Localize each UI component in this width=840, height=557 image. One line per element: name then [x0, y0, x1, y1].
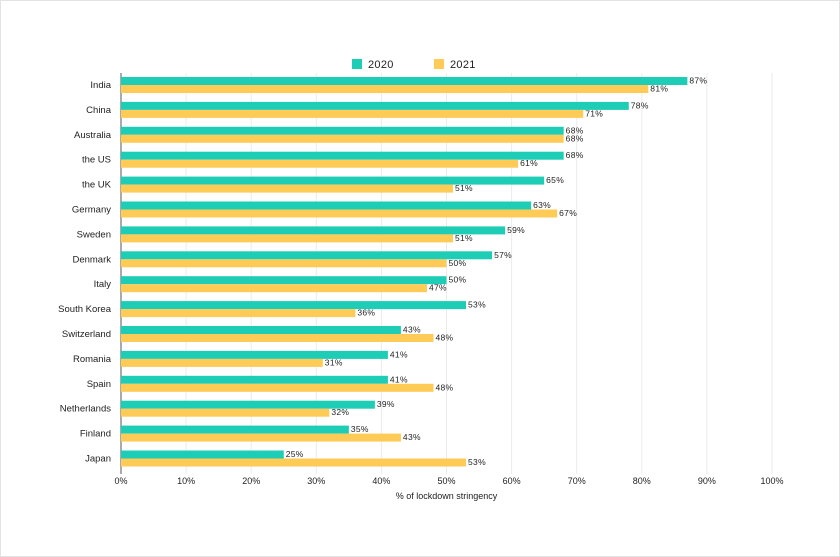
x-tick-label: 90% [698, 476, 716, 486]
category-label: India [90, 80, 111, 91]
data-label-2021: 61% [520, 158, 538, 168]
x-tick-label: 80% [633, 476, 651, 486]
category-label: the US [82, 155, 111, 166]
bar-2021 [121, 408, 330, 417]
x-tick-label: 20% [242, 476, 260, 486]
data-label-2021: 53% [468, 457, 486, 467]
category-label: Sweden [77, 229, 111, 240]
bar-2020 [121, 450, 284, 459]
bar-2021 [121, 109, 584, 118]
x-tick-label: 30% [307, 476, 325, 486]
data-label-2021: 51% [455, 183, 473, 193]
data-label-2020: 41% [390, 349, 408, 359]
data-label-2020: 63% [533, 200, 551, 210]
bar-2020 [121, 425, 349, 434]
x-tick-label: 70% [568, 476, 586, 486]
data-label-2020: 57% [494, 250, 512, 260]
category-label: the UK [82, 180, 112, 191]
category-label: Australia [74, 130, 112, 141]
bar-2021 [121, 134, 564, 143]
data-label-2020: 39% [377, 399, 395, 409]
bar-2020 [121, 151, 564, 160]
data-label-2020: 53% [468, 300, 486, 310]
bar-2020 [121, 375, 388, 384]
bar-2020 [121, 176, 545, 185]
bar-2021 [121, 184, 454, 193]
data-label-2021: 31% [325, 357, 343, 367]
data-label-2021: 81% [650, 84, 668, 94]
data-label-2020: 25% [286, 449, 304, 459]
legend-label-2020: 2020 [368, 59, 394, 71]
category-label: Finland [80, 429, 111, 440]
bar-2020 [121, 226, 506, 235]
x-tick-label: 10% [177, 476, 195, 486]
legend-swatch-2021 [434, 59, 444, 69]
bar-2021 [121, 284, 427, 293]
bar-2021 [121, 433, 401, 442]
data-label-2021: 51% [455, 233, 473, 243]
bar-2021 [121, 85, 649, 93]
data-label-2020: 50% [449, 275, 467, 285]
bar-2020 [121, 251, 493, 260]
data-label-2021: 50% [449, 258, 467, 268]
bar-2021 [121, 458, 467, 467]
category-label: Italy [94, 279, 112, 290]
bar-2020 [121, 126, 564, 135]
bar-2020 [121, 276, 447, 285]
bar-2020 [121, 77, 688, 85]
legend-swatch-2020 [352, 59, 362, 69]
data-label-2020: 43% [403, 325, 421, 335]
bar-2020 [121, 326, 401, 334]
category-label: Denmark [72, 254, 111, 265]
data-label-2020: 78% [631, 100, 649, 110]
data-label-2020: 65% [546, 175, 564, 185]
x-axis-title: % of lockdown stringency [396, 491, 498, 501]
bar-2021 [121, 209, 558, 218]
x-tick-label: 50% [437, 476, 455, 486]
bar-2020 [121, 201, 532, 210]
data-label-2020: 35% [351, 424, 369, 434]
bar-2020 [121, 101, 629, 110]
bar-2021 [121, 358, 323, 367]
category-label: Spain [87, 379, 111, 390]
category-label: Romania [73, 354, 112, 365]
category-label: China [86, 105, 112, 116]
data-label-2021: 32% [331, 407, 349, 417]
data-label-2021: 36% [357, 308, 375, 318]
data-label-2021: 71% [585, 108, 603, 118]
bar-2021 [121, 383, 434, 392]
x-tick-label: 0% [114, 476, 127, 486]
data-label-2020: 41% [390, 374, 408, 384]
bar-2021 [121, 334, 434, 342]
data-label-2020: 68% [566, 125, 584, 135]
data-label-2021: 67% [559, 208, 577, 218]
x-tick-label: 100% [760, 476, 783, 486]
category-label: Japan [85, 454, 111, 465]
category-label: Netherlands [60, 404, 111, 415]
bar-2020 [121, 350, 388, 359]
data-label-2021: 47% [429, 283, 447, 293]
x-tick-label: 40% [372, 476, 390, 486]
data-label-2020: 87% [689, 76, 707, 86]
bar-2020 [121, 400, 375, 409]
category-label: South Korea [58, 304, 112, 315]
category-label: Switzerland [62, 329, 111, 340]
data-label-2021: 68% [566, 133, 584, 143]
data-label-2020: 59% [507, 225, 525, 235]
x-tick-label: 60% [503, 476, 521, 486]
bar-2021 [121, 309, 356, 318]
category-label: Germany [72, 205, 111, 216]
data-label-2021: 43% [403, 432, 421, 442]
bar-2020 [121, 301, 467, 310]
data-label-2020: 68% [566, 150, 584, 160]
bar-2021 [121, 159, 519, 168]
data-label-2021: 48% [435, 333, 453, 343]
legend-label-2021: 2021 [450, 59, 476, 71]
bar-2021 [121, 234, 454, 243]
bar-2021 [121, 259, 447, 268]
data-label-2021: 48% [435, 382, 453, 392]
